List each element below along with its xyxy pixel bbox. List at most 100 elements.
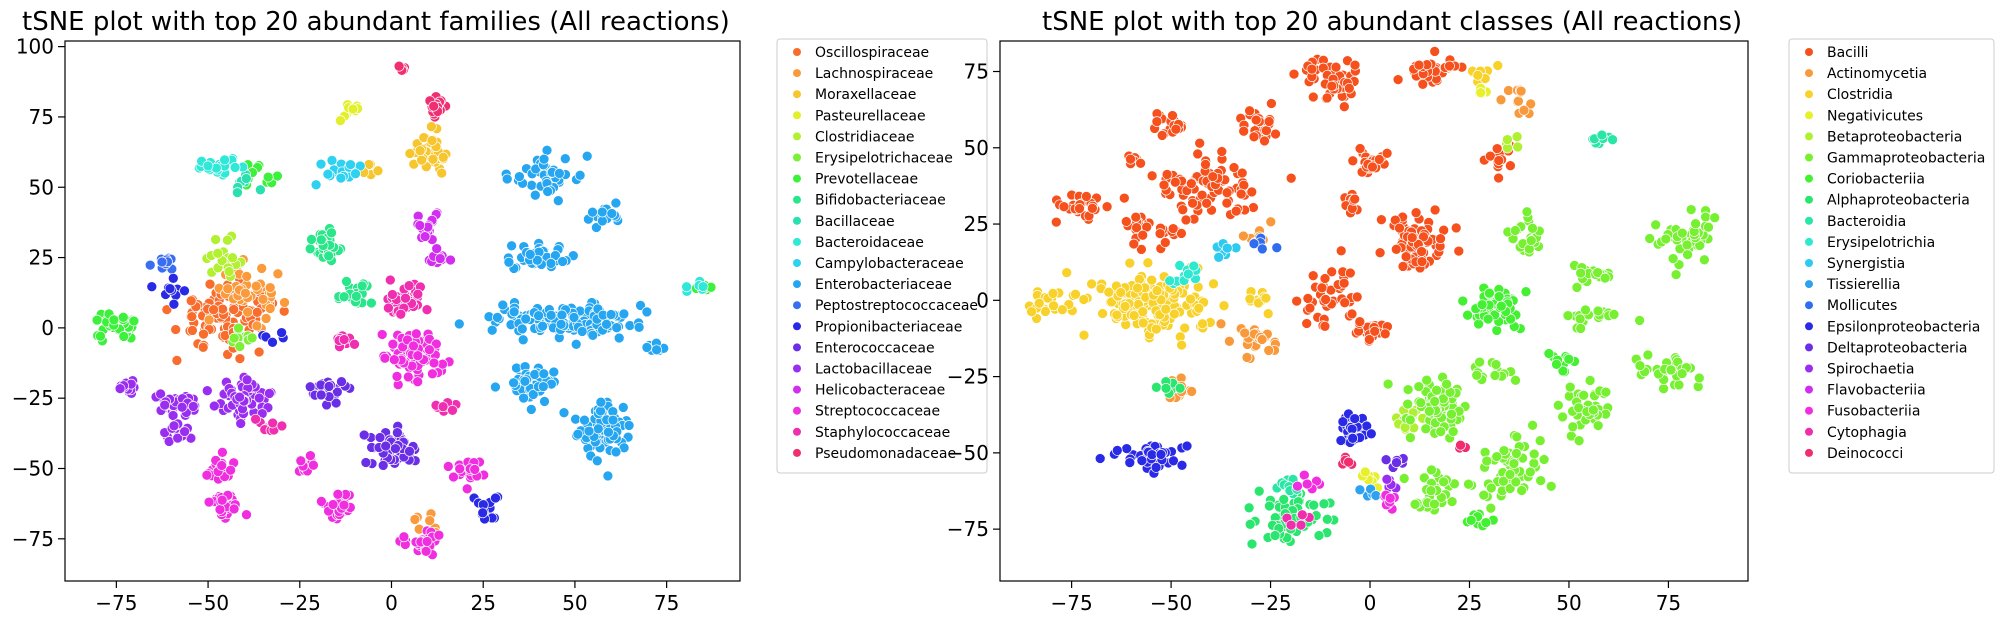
scatter-point-enterobacteriaceae [539,396,550,407]
scatter-point-bacilli [1406,232,1418,243]
scatter-point-bacilli [1435,233,1446,245]
scatter-point-actinomycetia [1224,335,1235,347]
scatter-point-streptococcaceae [391,371,403,382]
x-tick-label: 75 [1656,591,1681,615]
scatter-point-actinomycetia [1241,352,1253,363]
scatter-point-gammaproteobacteria [1425,485,1437,497]
x-tick-label: 0 [385,591,398,615]
scatter-point-bacilli [1167,110,1178,121]
legend-marker-cytophagia [1805,427,1813,436]
scatter-point-enterobacteriaceae [597,215,608,227]
scatter-point-bacilli [1307,91,1319,103]
scatter-point-enterobacteriaceae [592,423,604,435]
scatter-point-gammaproteobacteria [1481,455,1493,467]
scatter-point-clostridia [1253,297,1264,309]
scatter-point-lactobacillaceae [172,432,184,444]
scatter-point-lachnospiraceae [272,268,284,280]
x-tick-label: −25 [1249,591,1291,615]
scatter-point-bacilli [1156,130,1168,141]
y-tick-label: −75 [12,527,54,551]
scatter-point-enterobacteriaceae [529,189,541,201]
scatter-point-streptococcaceae [428,357,440,369]
scatter-point-clostridia [1150,323,1162,335]
scatter-point-gammaproteobacteria [1552,399,1564,411]
legend-marker-flavobacteriia [1805,385,1813,394]
scatter-point-bacilli [1058,201,1070,213]
scatter-point-bacilli [1081,191,1092,202]
scatter-point-deltaproteobacteria [1380,454,1392,466]
scatter-point-bacilli [1335,245,1347,257]
scatter-point-propionibacteriaceae [267,336,278,348]
scatter-point-clostridia [1026,306,1037,318]
legend: Bacilli Actinomycetia Clostridia Negativicu… [1788,38,1995,474]
scatter-point-epsilonproteobacteria [1337,416,1349,428]
scatter-point-coriobacteriia [1495,300,1507,312]
legend-marker-bacteroidia [1805,216,1813,225]
scatter-point-epsilonproteobacteria [1094,453,1106,464]
scatter-point-bacilli [1194,137,1206,149]
scatter-point-alphaproteobacteria [1278,494,1290,505]
scatter-point-streptococcaceae [308,459,319,471]
scatter-point-clostridia [1142,257,1154,269]
scatter-point-epsilonproteobacteria [1136,455,1148,466]
scatter-point-clostridia [1160,303,1172,315]
scatter-point-staphylococcaceae [400,292,411,304]
scatter-point-bacilli [1244,105,1255,117]
scatter-point-helicobacteraceae [414,220,426,231]
scatter-point-bacilli [1326,80,1338,92]
axes-frame [999,40,1749,582]
scatter-point-enterobacteriaceae [579,414,590,426]
scatter-point-deinococci [1343,456,1354,468]
scatter-point-gammaproteobacteria [1685,204,1697,215]
scatter-point-clostridiaceae [222,234,233,246]
scatter-point-campylobacteraceae [322,168,334,180]
legend-marker-actinomycetia [1805,69,1813,78]
scatter-point-epsilonproteobacteria [1335,435,1347,446]
scatter-point-bacilli [1146,170,1158,182]
scatter-point-peptostreptococcaceae [144,259,156,271]
scatter-point-erysipelotrichaceae [246,332,258,344]
scatter-point-lachnospiraceae [222,283,234,295]
scatter-point-streptococcaceae [216,494,228,506]
scatter-point-lachnospiraceae [279,297,290,308]
scatter-point-bacilli [1128,238,1140,250]
legend-label: Cytophagia [1827,425,1907,441]
scatter-point-coriobacteriia [1543,348,1555,359]
scatter-point-bacilli [1343,82,1355,94]
scatter-point-gammaproteobacteria [1524,466,1536,478]
scatter-point-enterococcaceae [390,443,401,454]
scatter-point-bacilli [1444,60,1455,72]
scatter-point-gammaproteobacteria [1650,219,1662,231]
scatter-point-lactobacillaceae [179,426,190,437]
scatter-point-bacilli [1136,244,1147,255]
scatter-point-gammaproteobacteria [1658,383,1669,395]
legend-label: Clostridia [1827,87,1893,103]
scatter-point-bacilli [1417,78,1429,90]
scatter-point-enterobacteriaceae [545,309,557,321]
scatter-point-gammaproteobacteria [1587,404,1599,416]
scatter-point-prevotellaceae [118,331,130,342]
scatter-point-gammaproteobacteria [1644,233,1656,244]
scatter-point-bacilli [1493,172,1504,184]
scatter-point-enterococcaceae [331,386,343,398]
scatter-point-enterobacteriaceae [572,428,584,440]
scatter-point-erysipelotrichaceae [233,322,244,334]
scatter-point-mollicutes [1256,243,1268,255]
scatter-point-streptococcaceae [225,464,236,476]
scatter-point-bacilli [1338,101,1350,113]
scatter-point-alphaproteobacteria [1264,500,1275,512]
scatter-point-bacteroidaceae [697,281,709,292]
scatter-point-gammaproteobacteria [1382,378,1394,390]
scatter-point-streptococcaceae [332,488,344,500]
scatter-point-helicobacteraceae [419,231,431,242]
legend-marker-clostridia [1805,90,1813,99]
scatter-point-cytophagia [1295,519,1307,531]
scatter-point-lactobacillaceae [176,401,188,413]
legend-label: Propionibacteriaceae [815,319,962,335]
y-tick-label: −50 [947,441,989,465]
scatter-point-gammaproteobacteria [1642,349,1654,361]
scatter-point-enterobacteriaceae [651,344,662,356]
scatter-point-clostridia [1103,286,1115,298]
scatter-point-gammaproteobacteria [1510,476,1522,488]
